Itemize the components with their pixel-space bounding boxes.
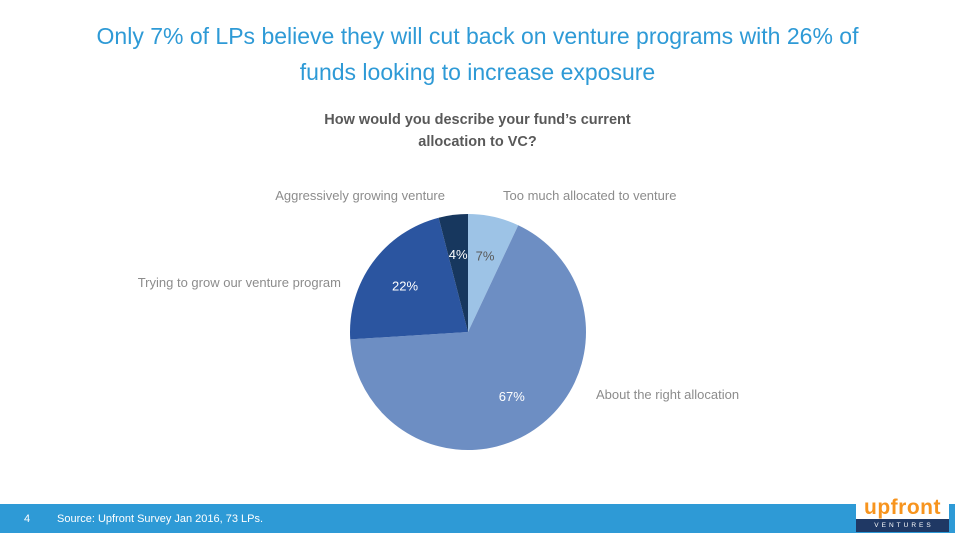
footer-bar: 4 Source: Upfront Survey Jan 2016, 73 LP…	[0, 504, 955, 533]
pie-percent-label-22: 22%	[392, 279, 418, 294]
source-text: Source: Upfront Survey Jan 2016, 73 LPs.	[57, 513, 264, 525]
logo-sub-brand-text: VENTURES	[856, 519, 949, 532]
slide-title-line-2: funds looking to increase exposure	[299, 59, 656, 85]
slide-title: Only 7% of LPs believe they will cut bac…	[0, 18, 955, 90]
pie-slice-67	[350, 225, 586, 450]
pie-percent-label-4: 4%	[449, 247, 468, 262]
chart-title-line-1: How would you describe your fund’s curre…	[324, 112, 631, 128]
chart-title-line-2: allocation to VC?	[418, 134, 537, 150]
upfront-logo: upfront VENTURES	[856, 495, 949, 532]
label-aggressively-growing-venture: Aggressively growing venture	[275, 188, 445, 203]
pie-slice-22	[350, 217, 468, 340]
chart-title: How would you describe your fund’s curre…	[0, 109, 955, 153]
page-number: 4	[24, 513, 31, 525]
pie-percent-label-7: 7%	[476, 249, 495, 264]
label-trying-to-grow-venture-program: Trying to grow our venture program	[137, 275, 341, 290]
pie-slice-4	[438, 214, 468, 332]
pie-slice-7	[468, 214, 519, 332]
pie-chart: 7% 67% 22% 4%	[350, 214, 586, 450]
label-too-much-allocated-to-venture: Too much allocated to venture	[503, 188, 677, 203]
slide-title-line-1: Only 7% of LPs believe they will cut bac…	[96, 23, 859, 49]
label-about-the-right-allocation: About the right allocation	[596, 387, 740, 402]
logo-brand-text: upfront	[856, 495, 949, 519]
pie-percent-label-67: 67%	[499, 389, 525, 404]
